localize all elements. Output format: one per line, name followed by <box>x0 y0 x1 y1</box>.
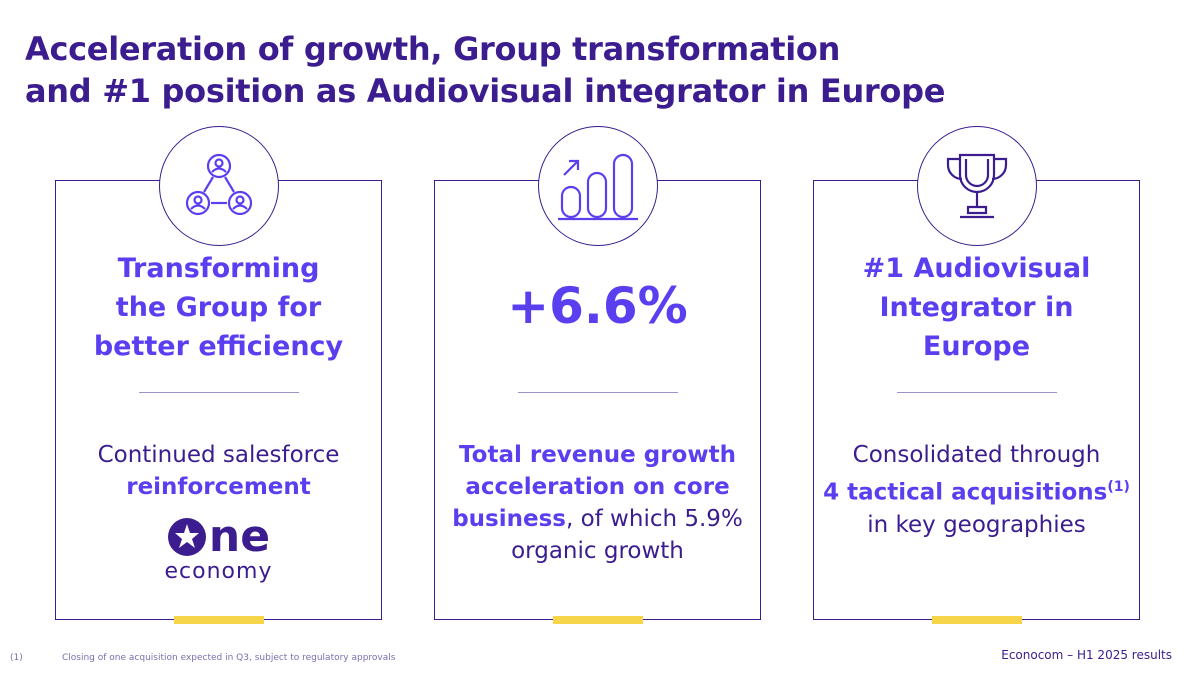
card-body: Total revenue growth acceleration on cor… <box>443 439 752 567</box>
logo-bottom-text: economy <box>164 559 273 584</box>
footer-label: Econocom – H1 2025 results <box>1001 648 1172 662</box>
body-text: Consolidated through <box>852 442 1101 468</box>
divider <box>517 392 678 393</box>
footnote-text: Closing of one acquisition expected in Q… <box>62 653 396 663</box>
footnote-marker: (1) <box>1107 479 1130 495</box>
heading-line: better efficiency <box>93 331 344 362</box>
body-emphasis-text: 4 tactical acquisitions <box>823 479 1108 506</box>
page-title: Acceleration of growth, Group transforma… <box>25 28 945 112</box>
title-line-2: and #1 position as Audiovisual integrato… <box>25 72 946 110</box>
body-text: , of which 5.9% organic growth <box>511 506 743 564</box>
body-emphasis: reinforcement <box>126 474 311 500</box>
growth-stat: +6.6% <box>507 277 688 335</box>
heading-line: #1 Audiovisual <box>862 253 1091 284</box>
accent-bar <box>552 616 643 624</box>
bar-chart-growth-icon <box>537 126 658 246</box>
card-audiovisual: #1 Audiovisual Integrator in Europe Cons… <box>813 126 1140 624</box>
accent-bar <box>931 616 1022 624</box>
card-body: Continued salesforce reinforcement <box>64 439 373 503</box>
heading-line: Europe <box>922 331 1031 362</box>
heading-line: Transforming <box>117 253 320 284</box>
title-line-1: Acceleration of growth, Group transforma… <box>25 30 841 68</box>
one-economy-logo: ne economy <box>56 511 381 585</box>
card-heading: #1 Audiovisual Integrator in Europe <box>814 249 1139 366</box>
body-emphasis: Total revenue growth acceleration on cor… <box>452 442 736 532</box>
body-text: in key geographies <box>867 511 1086 538</box>
footnote-number: (1) <box>10 653 23 663</box>
body-emphasis: 4 tactical acquisitions(1) <box>822 471 1131 509</box>
divider <box>896 392 1057 393</box>
people-network-icon <box>158 126 279 246</box>
logo-top-text: ne <box>208 511 271 562</box>
divider <box>138 392 299 393</box>
accent-bar <box>173 616 264 624</box>
trophy-icon <box>916 126 1037 246</box>
heading-line: Integrator in <box>879 292 1074 323</box>
card-revenue-growth: +6.6% Total revenue growth acceleration … <box>434 126 761 624</box>
star-circle-icon <box>167 518 206 556</box>
body-text: Continued salesforce <box>97 442 340 468</box>
card-body: Consolidated through 4 tactical acquisit… <box>822 439 1131 541</box>
card-transformation: Transforming the Group for better effici… <box>55 126 382 624</box>
card-heading: Transforming the Group for better effici… <box>56 249 381 366</box>
heading-line: the Group for <box>115 292 322 323</box>
